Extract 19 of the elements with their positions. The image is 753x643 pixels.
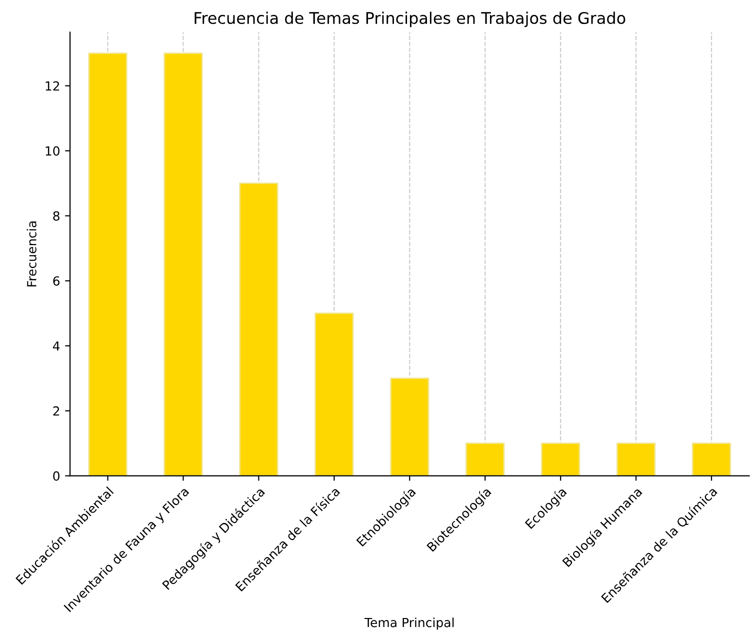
bar (616, 442, 656, 476)
bar (692, 442, 732, 476)
y-axis-title: Frecuencia (26, 221, 36, 286)
y-tick-label: 4 (52, 341, 60, 351)
bar (239, 182, 278, 476)
bar (541, 442, 580, 476)
y-tick-label: 8 (53, 211, 60, 221)
y-tick-label: 12 (46, 81, 60, 91)
bar (390, 378, 430, 476)
y-tick-label: 10 (46, 146, 60, 156)
x-axis-title: Tema Principal (364, 618, 454, 630)
chart-title: Frecuencia de Temas Principales en Trabajos de Grado (194, 12, 626, 28)
bar (88, 52, 128, 476)
bar (466, 442, 505, 476)
y-tick-label: 0 (53, 471, 60, 481)
bar (314, 312, 354, 476)
bar (164, 52, 203, 476)
y-tick-label: 6 (53, 276, 60, 286)
y-tick-label: 2 (53, 406, 60, 416)
